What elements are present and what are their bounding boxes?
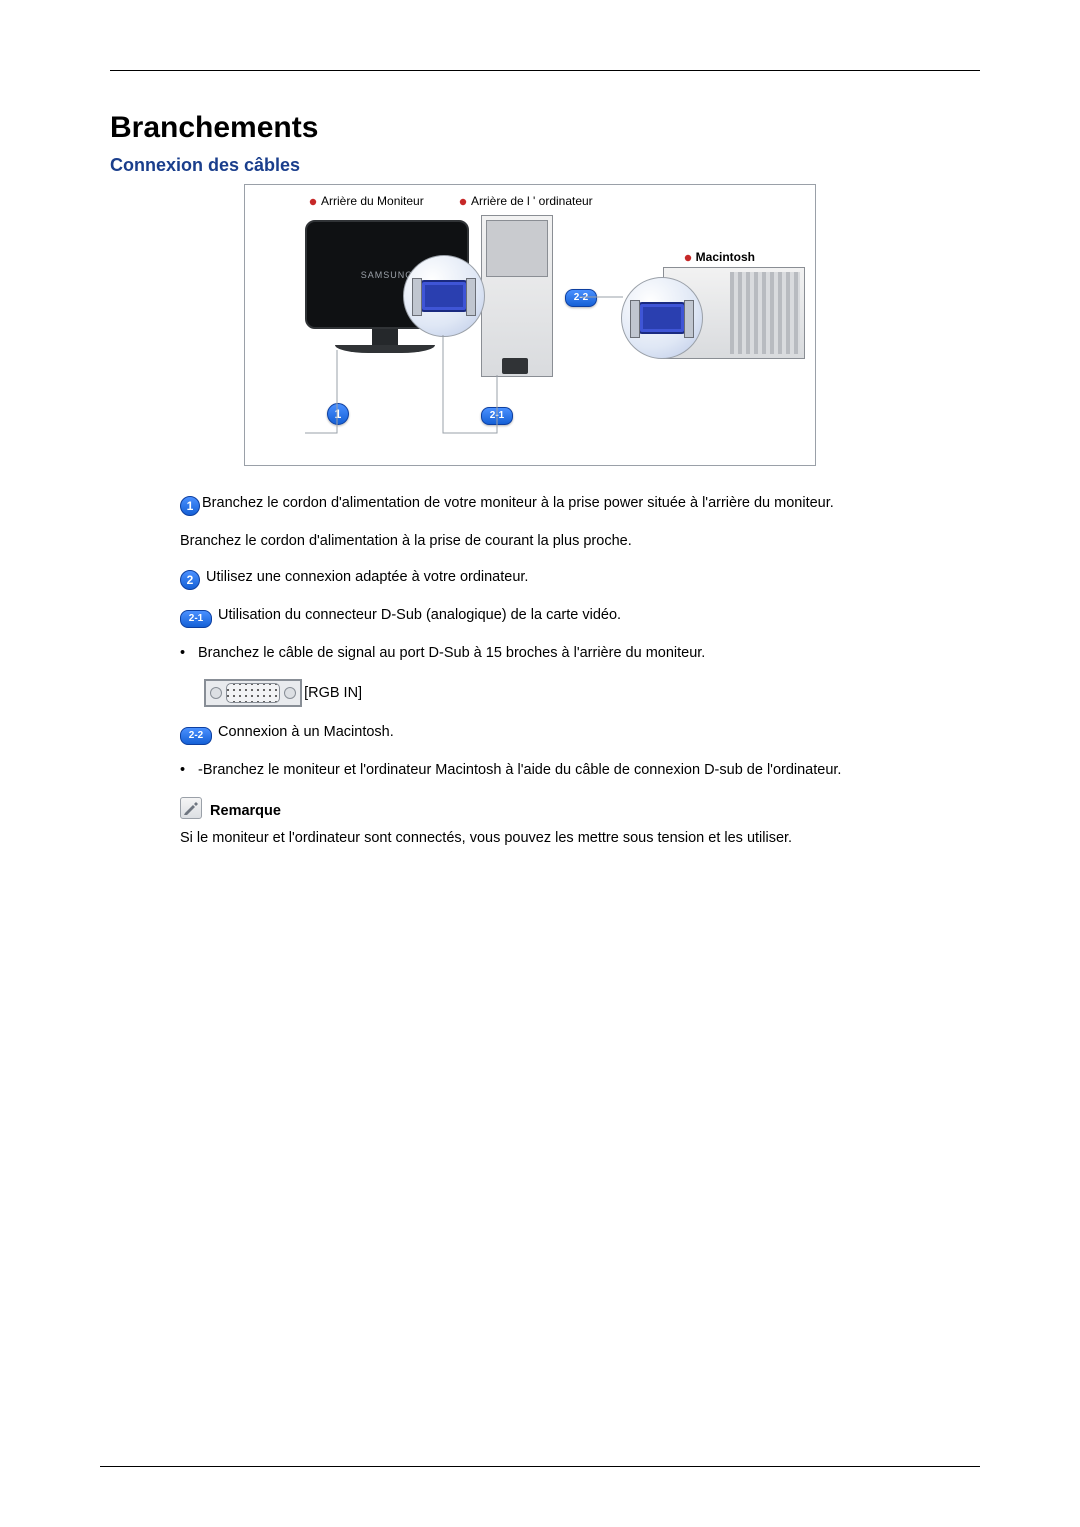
rgb-in-row: [RGB IN]: [204, 679, 880, 707]
page-title: Branchements: [110, 111, 980, 145]
step-2-1-bullet-text: Branchez le câble de signal au port D-Su…: [198, 644, 880, 664]
step-1-paragraph-a: 1Branchez le cordon d'alimentation de vo…: [180, 494, 880, 516]
step-2-2-bullet-text: -Branchez le moniteur et l'ordinateur Ma…: [198, 761, 880, 781]
step-2-paragraph: 2 Utilisez une connexion adaptée à votre…: [180, 568, 880, 590]
badge-2-icon: 2: [180, 570, 200, 590]
badge-1-icon: 1: [180, 496, 200, 516]
diagram-wires: [245, 185, 815, 465]
step-2-2-bullet: • -Branchez le moniteur et l'ordinateur …: [180, 761, 880, 781]
diagram-container: Arrière du Moniteur Arrière de l ' ordin…: [180, 184, 880, 466]
document-page: Branchements Connexion des câbles Arrièr…: [0, 0, 1080, 1527]
rgb-in-label: [RGB IN]: [304, 685, 362, 701]
step-2-1-paragraph: 2-1 Utilisation du connecteur D-Sub (ana…: [180, 606, 880, 628]
connection-diagram: Arrière du Moniteur Arrière de l ' ordin…: [244, 184, 816, 466]
note-title: Remarque: [210, 803, 281, 819]
step-1-paragraph-b: Branchez le cordon d'alimentation à la p…: [180, 532, 880, 552]
rgb-port-icon: [204, 679, 302, 707]
step-2-1-text: Utilisation du connecteur D-Sub (analogi…: [218, 607, 621, 623]
page-subtitle: Connexion des câbles: [110, 155, 980, 176]
step-2-1-bullet: • Branchez le câble de signal au port D-…: [180, 644, 880, 664]
content-area: Arrière du Moniteur Arrière de l ' ordin…: [180, 184, 880, 849]
note-pencil-icon: [180, 797, 202, 819]
step-2-2-paragraph: 2-2 Connexion à un Macintosh.: [180, 723, 880, 745]
badge-2-1-icon: 2-1: [180, 610, 212, 628]
top-rule: [110, 70, 980, 71]
step-2-2-text: Connexion à un Macintosh.: [218, 724, 394, 740]
note-text: Si le moniteur et l'ordinateur sont conn…: [180, 829, 880, 849]
step-2-text: Utilisez une connexion adaptée à votre o…: [206, 569, 528, 585]
bottom-rule: [100, 1466, 980, 1467]
badge-2-2-icon: 2-2: [180, 727, 212, 745]
step-1-text-a: Branchez le cordon d'alimentation de vot…: [202, 495, 834, 511]
note-heading: Remarque: [180, 797, 880, 822]
